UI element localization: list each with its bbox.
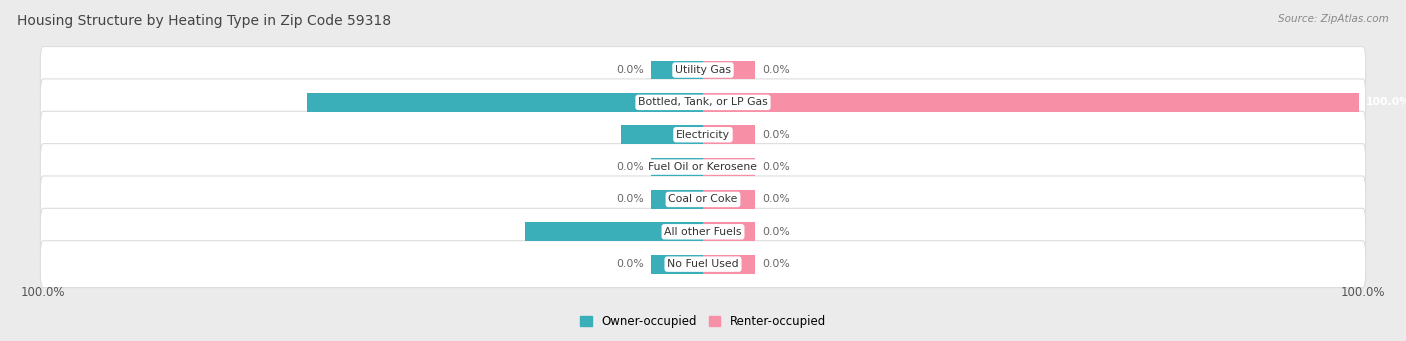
- FancyBboxPatch shape: [41, 79, 1365, 126]
- Bar: [526, 222, 703, 241]
- Text: 0.0%: 0.0%: [616, 162, 644, 172]
- Text: 60.4%: 60.4%: [262, 98, 299, 107]
- Bar: [703, 93, 1360, 112]
- Text: Coal or Coke: Coal or Coke: [668, 194, 738, 205]
- Bar: [651, 61, 703, 79]
- Bar: [703, 61, 755, 79]
- Text: All other Fuels: All other Fuels: [664, 227, 742, 237]
- Text: 27.1%: 27.1%: [481, 227, 519, 237]
- Text: No Fuel Used: No Fuel Used: [668, 259, 738, 269]
- Text: 0.0%: 0.0%: [616, 65, 644, 75]
- Text: Bottled, Tank, or LP Gas: Bottled, Tank, or LP Gas: [638, 98, 768, 107]
- Bar: [703, 255, 755, 273]
- FancyBboxPatch shape: [41, 241, 1365, 287]
- Text: 100.0%: 100.0%: [1341, 286, 1385, 299]
- Text: 0.0%: 0.0%: [762, 65, 790, 75]
- Bar: [651, 255, 703, 273]
- FancyBboxPatch shape: [41, 144, 1365, 191]
- Text: 100.0%: 100.0%: [21, 286, 65, 299]
- Text: 12.5%: 12.5%: [576, 130, 614, 140]
- Bar: [621, 125, 703, 144]
- Legend: Owner-occupied, Renter-occupied: Owner-occupied, Renter-occupied: [575, 310, 831, 333]
- Bar: [703, 158, 755, 177]
- Text: 0.0%: 0.0%: [762, 194, 790, 205]
- Bar: [703, 190, 755, 209]
- FancyBboxPatch shape: [41, 111, 1365, 158]
- Bar: [651, 190, 703, 209]
- FancyBboxPatch shape: [41, 176, 1365, 223]
- Text: Source: ZipAtlas.com: Source: ZipAtlas.com: [1278, 14, 1389, 24]
- Bar: [307, 93, 703, 112]
- Text: Housing Structure by Heating Type in Zip Code 59318: Housing Structure by Heating Type in Zip…: [17, 14, 391, 28]
- Text: 0.0%: 0.0%: [762, 227, 790, 237]
- Bar: [703, 125, 755, 144]
- Text: Utility Gas: Utility Gas: [675, 65, 731, 75]
- Text: 100.0%: 100.0%: [1365, 98, 1406, 107]
- FancyBboxPatch shape: [41, 47, 1365, 93]
- Text: 0.0%: 0.0%: [616, 194, 644, 205]
- Text: 0.0%: 0.0%: [762, 259, 790, 269]
- Bar: [703, 222, 755, 241]
- Text: 0.0%: 0.0%: [616, 259, 644, 269]
- Text: 0.0%: 0.0%: [762, 130, 790, 140]
- Bar: [651, 158, 703, 177]
- Text: Fuel Oil or Kerosene: Fuel Oil or Kerosene: [648, 162, 758, 172]
- Text: 0.0%: 0.0%: [762, 162, 790, 172]
- Text: Electricity: Electricity: [676, 130, 730, 140]
- FancyBboxPatch shape: [41, 208, 1365, 255]
